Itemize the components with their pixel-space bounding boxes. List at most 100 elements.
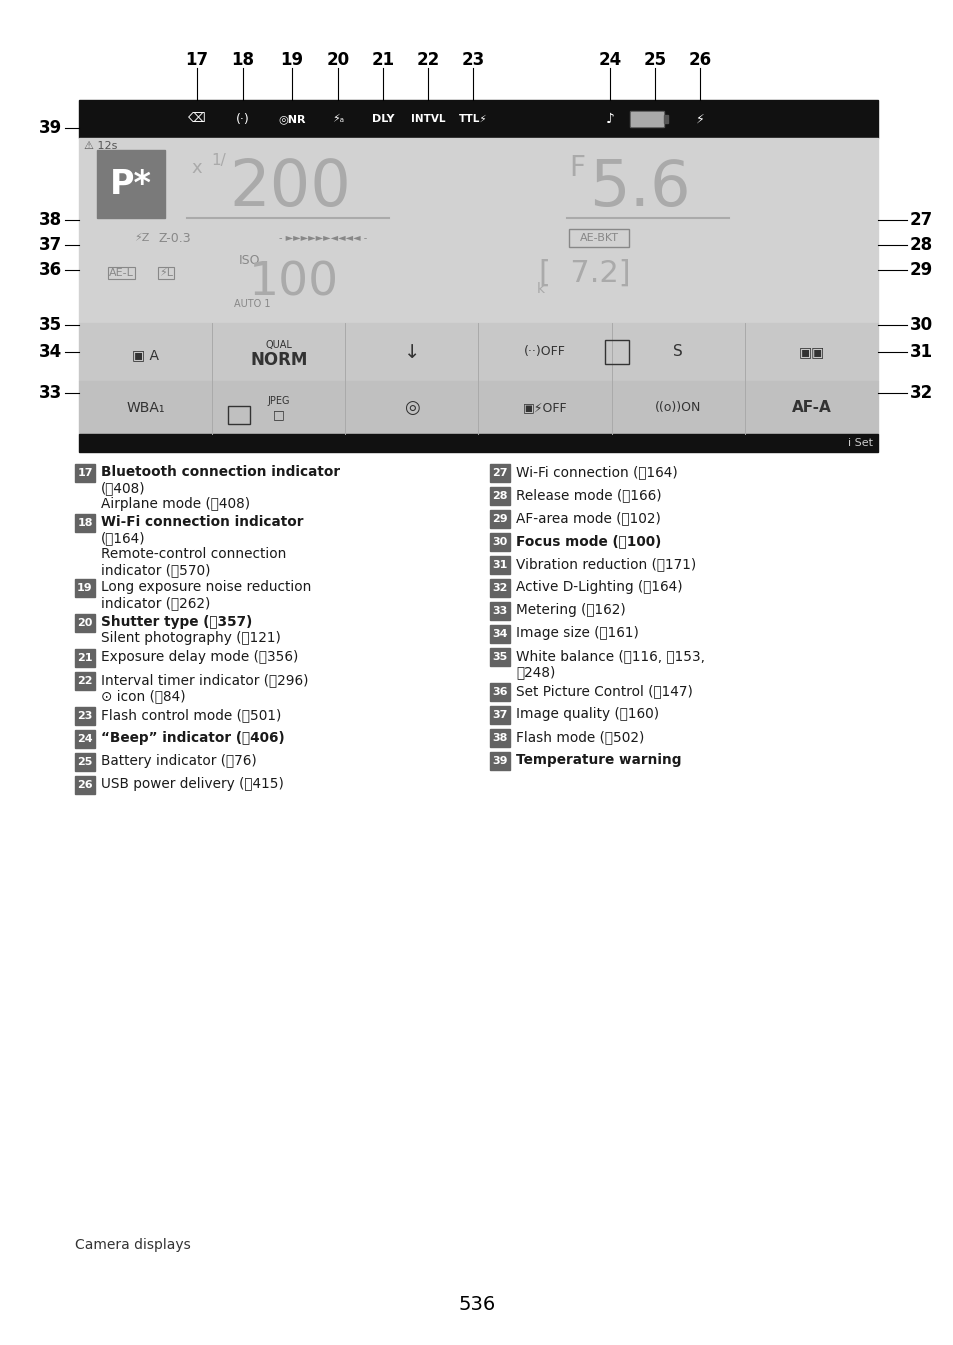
Text: 5.6: 5.6: [588, 157, 690, 219]
Bar: [490, 625, 510, 643]
Text: 19: 19: [280, 51, 303, 69]
Text: Remote-control connection: Remote-control connection: [101, 547, 286, 561]
Bar: [490, 510, 510, 529]
Bar: [228, 405, 250, 424]
Text: Bluetooth connection indicator: Bluetooth connection indicator: [101, 465, 340, 479]
Text: 1/: 1/: [211, 152, 226, 168]
Text: 29: 29: [492, 514, 507, 525]
Text: indicator (⧉262): indicator (⧉262): [101, 596, 211, 611]
Text: JPEG: JPEG: [267, 395, 290, 405]
Bar: [490, 533, 510, 551]
Bar: [75, 776, 95, 794]
Text: 27: 27: [492, 468, 507, 477]
Text: 29: 29: [909, 261, 932, 278]
Bar: [75, 753, 95, 771]
Bar: [79, 381, 877, 434]
Text: (·): (·): [236, 113, 250, 125]
Text: AE-BKT: AE-BKT: [578, 233, 618, 243]
Text: Wi-Fi connection (⧉164): Wi-Fi connection (⧉164): [516, 465, 677, 479]
Text: ♪: ♪: [605, 112, 614, 126]
Text: 22: 22: [77, 677, 92, 686]
Text: ⊙ icon (⧉84): ⊙ icon (⧉84): [101, 689, 186, 703]
Bar: [490, 752, 510, 769]
Bar: [79, 100, 877, 139]
Text: ⚡Z: ⚡Z: [133, 233, 150, 243]
Text: 17: 17: [77, 468, 92, 477]
Bar: [75, 514, 95, 533]
Text: AF-A: AF-A: [791, 399, 830, 416]
Text: Silent photography (⧉121): Silent photography (⧉121): [101, 631, 280, 646]
Bar: [75, 730, 95, 748]
Text: ↓: ↓: [403, 343, 419, 362]
Bar: [79, 434, 877, 452]
Bar: [490, 555, 510, 574]
Text: 38: 38: [492, 733, 507, 742]
Text: 34: 34: [39, 343, 62, 360]
Text: Exposure delay mode (⧉356): Exposure delay mode (⧉356): [101, 650, 298, 664]
Text: 31: 31: [909, 343, 932, 360]
Text: 25: 25: [642, 51, 666, 69]
Text: Battery indicator (⧉76): Battery indicator (⧉76): [101, 755, 256, 768]
Text: (··)OFF: (··)OFF: [523, 346, 565, 359]
Text: indicator (⧉570): indicator (⧉570): [101, 564, 211, 577]
Bar: [75, 650, 95, 667]
Text: ⚡: ⚡: [695, 113, 703, 125]
Text: 17: 17: [185, 51, 209, 69]
Bar: [490, 487, 510, 504]
Text: ▣ A: ▣ A: [132, 348, 159, 362]
Text: P*: P*: [110, 168, 152, 200]
Text: “Beep” indicator (⧉406): “Beep” indicator (⧉406): [101, 730, 284, 745]
Text: (⧉408): (⧉408): [101, 482, 146, 495]
Text: 30: 30: [909, 316, 932, 334]
Text: k: k: [537, 282, 544, 296]
Text: Image quality (⧉160): Image quality (⧉160): [516, 707, 659, 721]
Bar: [75, 615, 95, 632]
Text: □: □: [273, 408, 284, 421]
Text: 33: 33: [492, 607, 507, 616]
Bar: [490, 729, 510, 746]
Bar: [490, 706, 510, 724]
Text: 39: 39: [492, 756, 507, 767]
Text: 32: 32: [492, 582, 507, 593]
Text: ⚡ₐ: ⚡ₐ: [332, 114, 344, 124]
Bar: [75, 707, 95, 725]
Text: x: x: [191, 159, 201, 178]
Text: Long exposure noise reduction: Long exposure noise reduction: [101, 580, 311, 594]
Text: 25: 25: [77, 757, 92, 767]
Text: Set Picture Control (⧉147): Set Picture Control (⧉147): [516, 685, 692, 698]
Text: i Set: i Set: [847, 438, 872, 448]
Bar: [630, 112, 662, 126]
Text: AE-L: AE-L: [109, 268, 133, 278]
Text: 28: 28: [909, 235, 932, 254]
Bar: [663, 116, 667, 122]
Bar: [75, 578, 95, 597]
Text: AF-area mode (⧉102): AF-area mode (⧉102): [516, 511, 660, 525]
Text: AUTO 1: AUTO 1: [233, 299, 271, 309]
Text: ⚡L: ⚡L: [159, 268, 172, 278]
Bar: [75, 464, 95, 482]
Text: F: F: [568, 153, 584, 182]
Text: Flash control mode (⧉501): Flash control mode (⧉501): [101, 707, 281, 722]
Text: 37: 37: [39, 235, 62, 254]
Text: 536: 536: [457, 1295, 496, 1314]
Text: Airplane mode (⧉408): Airplane mode (⧉408): [101, 498, 250, 511]
Text: White balance (⧉116, ⧉153,: White balance (⧉116, ⧉153,: [516, 650, 704, 663]
Text: ⌫: ⌫: [188, 113, 206, 125]
Text: Release mode (⧉166): Release mode (⧉166): [516, 488, 661, 502]
Text: 33: 33: [39, 385, 62, 402]
Text: ◎NR: ◎NR: [278, 114, 305, 124]
Bar: [79, 323, 877, 381]
Bar: [629, 112, 663, 126]
Text: DLY: DLY: [372, 114, 394, 124]
Text: 18: 18: [232, 51, 254, 69]
Text: Active D-Lighting (⧉164): Active D-Lighting (⧉164): [516, 580, 682, 594]
Text: Flash mode (⧉502): Flash mode (⧉502): [516, 730, 643, 744]
Text: 31: 31: [492, 560, 507, 570]
Text: INTVL: INTVL: [411, 114, 445, 124]
Bar: [490, 603, 510, 620]
Text: ◎: ◎: [404, 398, 419, 417]
Text: Wi-Fi connection indicator: Wi-Fi connection indicator: [101, 515, 303, 529]
Text: 200: 200: [229, 157, 351, 219]
Text: 18: 18: [77, 518, 92, 529]
Text: ▣▣: ▣▣: [798, 346, 823, 359]
